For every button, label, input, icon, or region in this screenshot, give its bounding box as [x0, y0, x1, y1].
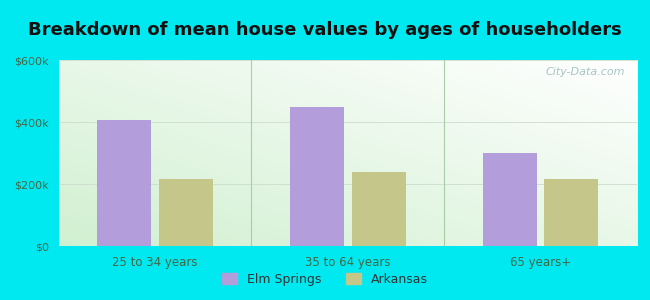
Bar — [97, 120, 151, 246]
Legend: Elm Springs, Arkansas: Elm Springs, Arkansas — [217, 268, 433, 291]
Bar — [159, 179, 213, 246]
Bar — [290, 106, 344, 246]
Bar — [483, 153, 537, 246]
Bar — [545, 179, 599, 246]
Bar — [352, 172, 406, 246]
Text: City-Data.com: City-Data.com — [546, 68, 625, 77]
Text: Breakdown of mean house values by ages of householders: Breakdown of mean house values by ages o… — [28, 21, 622, 39]
